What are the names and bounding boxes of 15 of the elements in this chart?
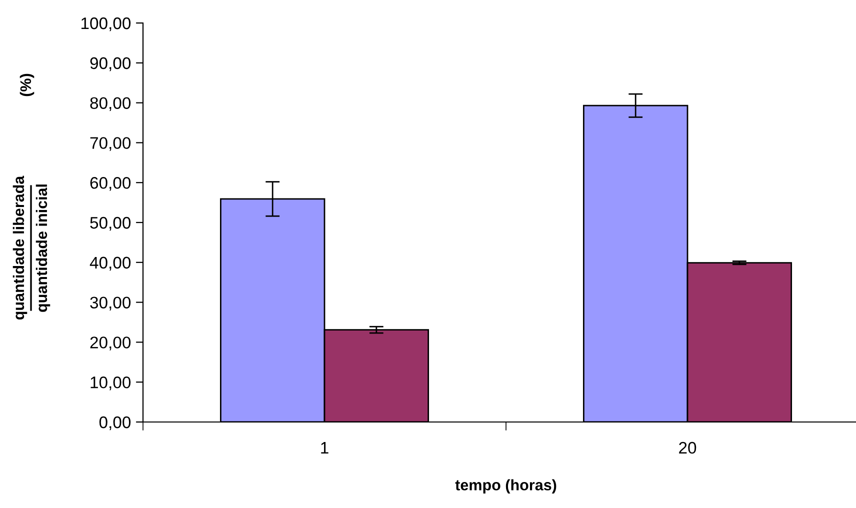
y-tick-label: 50,00 xyxy=(90,216,131,231)
y-tick-label: 60,00 xyxy=(90,177,131,191)
y-tick-label: 0,00 xyxy=(99,416,131,430)
y-tick-label: 100,00 xyxy=(81,17,131,32)
text: quantidade liberada quantidade inicial (%) xyxy=(12,74,50,320)
y-tick-label: 90,00 xyxy=(90,57,131,72)
x-tick-label: 1 xyxy=(321,442,328,454)
y-tick-label: 40,00 xyxy=(90,256,131,271)
y-tick-label: 10,00 xyxy=(90,376,131,390)
x-axis-title: tempo (horas) xyxy=(455,479,556,494)
y-tick-label: 20,00 xyxy=(90,336,131,350)
y-tick-label: 70,00 xyxy=(90,137,131,151)
y-tick-label: 30,00 xyxy=(90,296,131,310)
y-tick-label: 80,00 xyxy=(90,97,131,111)
x-tick-label: 20 xyxy=(679,442,696,454)
